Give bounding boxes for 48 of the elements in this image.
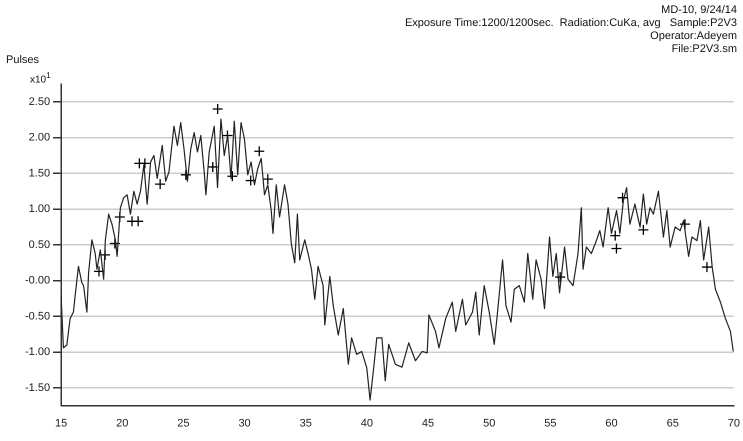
x-tick-label: 70 (728, 417, 740, 430)
point (616, 192, 628, 204)
y-tick-label: 0.50 (28, 238, 50, 251)
x-tick-label: 35 (300, 417, 312, 430)
point (114, 211, 126, 223)
point (132, 216, 144, 227)
y-tick-label: -1.50 (24, 382, 50, 394)
point (610, 242, 622, 254)
point (610, 230, 621, 242)
point (262, 173, 274, 185)
y-tick-label: 2.00 (28, 132, 50, 144)
point (226, 170, 238, 182)
y-tick-label: -1.00 (24, 346, 50, 358)
point (99, 249, 111, 261)
point (207, 161, 218, 173)
y-tick-label: -0.00 (24, 274, 50, 287)
point (679, 218, 691, 230)
x-tick-label: 55 (544, 417, 557, 430)
x-tick-label: 20 (116, 417, 128, 430)
x-tick-label: 50 (483, 417, 496, 430)
x-tick-label: 45 (422, 417, 434, 430)
point (109, 238, 121, 250)
x-tick-label: 60 (605, 417, 618, 430)
chart-title: MD-10, 9/24/14 (660, 4, 737, 17)
point (139, 158, 151, 170)
y-tick-label: 2.50 (28, 96, 50, 108)
x-tick-label: 25 (177, 417, 190, 430)
text: Operator:Adeyem (649, 30, 737, 43)
y-tick-label: -0.50 (24, 310, 50, 322)
point (180, 169, 192, 180)
point (93, 266, 105, 278)
text: File:P2V3.sm (670, 43, 737, 56)
text: Exposure Time:1200/1200sec. Radiation:CuKa, avg Sample:P2V3 (404, 17, 737, 30)
text: x10$^{1}$ (30, 70, 51, 86)
y-tick-label: 1.50 (28, 167, 50, 180)
point (701, 261, 713, 273)
point (638, 224, 650, 236)
x-tick-label: 15 (54, 417, 68, 430)
point (245, 174, 256, 186)
point (154, 178, 166, 190)
y-axis-title: Pulses (6, 54, 40, 66)
x-tick-label: 65 (666, 417, 679, 430)
x-tick-label: 30 (238, 417, 251, 430)
point (554, 271, 566, 283)
point (254, 146, 265, 157)
x-tick-label: 40 (360, 417, 374, 430)
point (212, 103, 224, 115)
y-tick-label: 1.00 (28, 203, 50, 216)
